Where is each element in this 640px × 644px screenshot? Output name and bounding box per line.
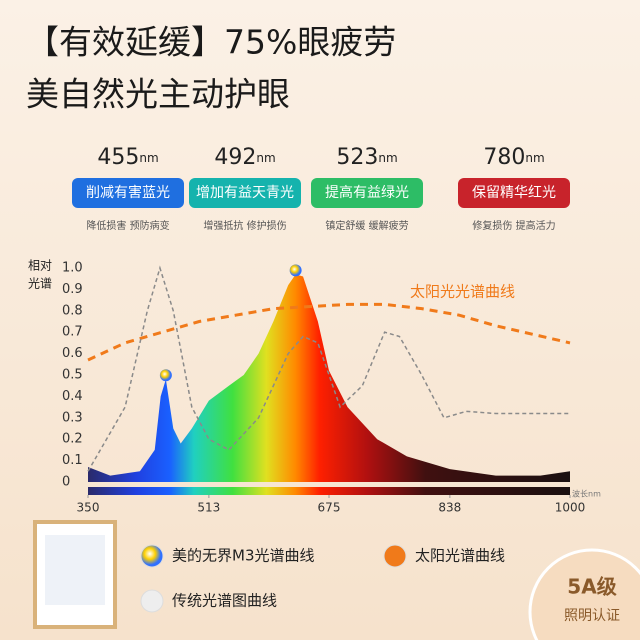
y-axis-label: 相对 xyxy=(28,259,52,273)
spectrum-strip xyxy=(88,487,570,495)
legend-swatch xyxy=(140,589,164,613)
band-pill xyxy=(189,178,301,208)
band-unit: nm xyxy=(525,151,544,165)
certificate-body xyxy=(45,535,105,605)
band-unit: nm xyxy=(139,151,158,165)
x-tick-label: 1000 xyxy=(555,501,586,515)
legend-swatch xyxy=(140,544,164,568)
x-axis-label: 波长nm xyxy=(572,489,601,499)
y-tick-label: 0.3 xyxy=(62,410,83,425)
band-pill xyxy=(458,178,570,208)
badge-grade: 5A级 xyxy=(567,575,616,599)
y-tick-label: 0.7 xyxy=(62,325,83,340)
x-tick-label: 675 xyxy=(318,501,341,515)
badge-label: 照明认证 xyxy=(564,608,620,624)
curve xyxy=(87,265,570,472)
peak-marker xyxy=(159,369,172,382)
legend-label: 传统光谱图曲线 xyxy=(172,592,277,610)
legend-swatch xyxy=(383,544,407,568)
band-pill xyxy=(311,178,423,208)
band-wavelength: 780nm xyxy=(483,145,544,170)
peak-marker xyxy=(289,264,302,277)
spectrum-area xyxy=(88,274,570,482)
y-tick-label: 1.0 xyxy=(62,261,83,276)
band-wavelength: 455nm xyxy=(97,145,158,170)
band-wavelength: 523nm xyxy=(336,145,397,170)
y-tick-label: 0.9 xyxy=(62,282,83,297)
annotation: 太阳光光谱曲线 xyxy=(410,283,515,301)
y-tick-label: 0 xyxy=(62,475,70,490)
band-note: 降低损害 预防病变 xyxy=(86,219,169,232)
band-value: 492 xyxy=(214,145,256,170)
y-tick-label: 0.1 xyxy=(62,453,83,468)
band-unit: nm xyxy=(256,151,275,165)
subtitle: 美自然光主动护眼 xyxy=(26,75,290,114)
band-note: 镇定舒缓 缓解疲劳 xyxy=(325,219,408,232)
legend-label: 美的无界M3光谱曲线 xyxy=(172,547,315,565)
y-axis-label: 光谱 xyxy=(28,277,52,291)
y-tick-label: 0.2 xyxy=(62,432,83,447)
band-label: 提高有益绿光 xyxy=(325,184,409,201)
band-pill xyxy=(72,178,184,208)
band-value: 523 xyxy=(336,145,378,170)
x-tick-label: 350 xyxy=(77,501,100,515)
title: 【有效延缓】75%眼疲劳 xyxy=(26,23,396,62)
y-tick-label: 0.8 xyxy=(62,303,83,318)
band-label: 削减有害蓝光 xyxy=(86,185,170,201)
band-note: 修复损伤 提高活力 xyxy=(472,219,555,232)
y-tick-label: 0.6 xyxy=(62,346,83,361)
legend-label: 太阳光谱曲线 xyxy=(415,547,505,565)
y-tick-label: 0.4 xyxy=(62,389,83,404)
band-value: 455 xyxy=(97,145,139,170)
band-value: 780 xyxy=(483,145,525,170)
band-label: 增加有益天青光 xyxy=(196,185,294,201)
x-tick-label: 838 xyxy=(438,501,461,515)
band-wavelength: 492nm xyxy=(214,145,275,170)
x-tick-label: 513 xyxy=(197,501,220,515)
curve xyxy=(87,302,571,362)
band-unit: nm xyxy=(378,151,397,165)
band-label: 保留精华红光 xyxy=(472,185,556,201)
y-tick-label: 0.5 xyxy=(62,368,83,383)
band-note: 增强抵抗 修护损伤 xyxy=(203,219,286,232)
badge xyxy=(528,548,640,644)
